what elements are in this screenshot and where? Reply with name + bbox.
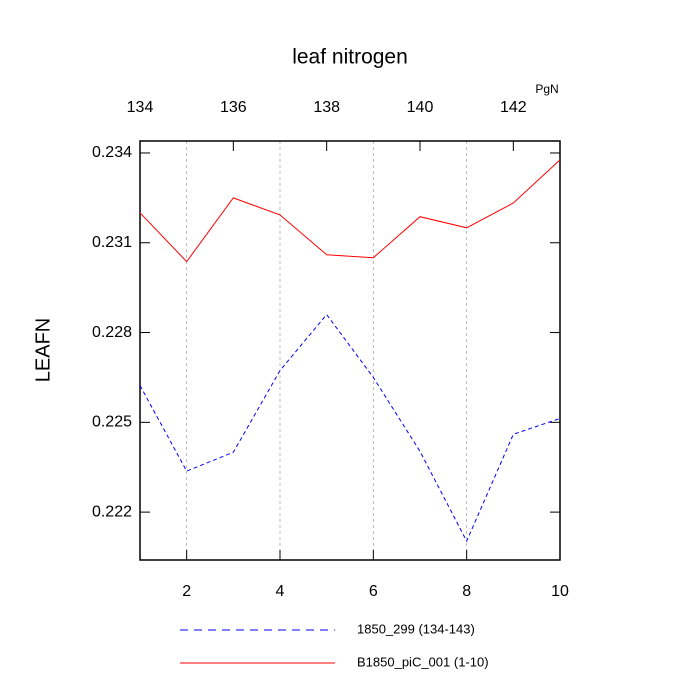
x-tick-label: 8 (462, 583, 471, 600)
y-tick-label: 0.222 (92, 503, 132, 520)
x2-tick-label: 140 (407, 99, 434, 116)
x2-tick-label: 142 (500, 99, 527, 116)
x2-tick-label: 138 (313, 99, 340, 116)
legend-label: B1850_piC_001 (1-10) (357, 654, 489, 669)
series-line (139, 159, 561, 263)
x-tick-label: 10 (551, 583, 569, 600)
x2-axis-label: PgN (535, 82, 558, 96)
y-axis-label: LEAFN (32, 318, 54, 382)
legend-label: 1850_299 (134-143) (357, 621, 475, 636)
y-tick-label: 0.225 (92, 414, 132, 431)
y-tick-label: 0.234 (92, 144, 132, 161)
x2-tick-label: 136 (220, 99, 247, 116)
chart-title: leaf nitrogen (292, 46, 408, 69)
x2-tick-label: 134 (127, 99, 154, 116)
y-tick-label: 0.231 (92, 234, 132, 251)
x-tick-label: 4 (276, 583, 285, 600)
plot-frame (139, 140, 561, 561)
y-tick-label: 0.228 (92, 324, 132, 341)
series-line (139, 313, 561, 543)
x-tick-label: 2 (182, 583, 191, 600)
x-tick-label: 6 (369, 583, 378, 600)
